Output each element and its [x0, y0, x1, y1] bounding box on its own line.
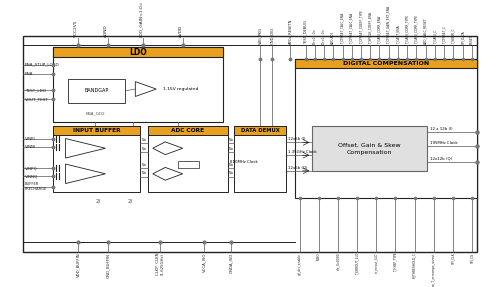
Bar	[53, 126, 141, 192]
Text: T_ERROUT_4LO: T_ERROUT_4LO	[355, 253, 359, 275]
Text: VBG_PKG: VBG_PKG	[258, 27, 262, 44]
Text: Dir<11:0>: Dir<11:0>	[322, 28, 326, 44]
Text: T_GAIN_C: T_GAIN_C	[433, 30, 437, 44]
Text: T_GAIN_CORR_TYPE: T_GAIN_CORR_TYPE	[405, 15, 409, 44]
Text: Offset, Gain & Skew
Compensation: Offset, Gain & Skew Compensation	[338, 143, 401, 155]
Text: INPUT BUFFER: INPUT BUFFER	[73, 128, 120, 133]
Text: VCC2V5: VCC2V5	[74, 20, 78, 38]
Text: 12x5b (Q): 12x5b (Q)	[288, 165, 308, 169]
Text: VINPI: VINPI	[24, 137, 36, 141]
Text: T_OFFSET_COEFF_TYPE: T_OFFSET_COEFF_TYPE	[359, 10, 363, 44]
Text: T_HYBP_TYPE: T_HYBP_TYPE	[394, 253, 398, 272]
Text: T_OFFSET_CALC_ENA: T_OFFSET_CALC_ENA	[350, 13, 354, 44]
Text: ADD_CALC_RESET: ADD_CALC_RESET	[424, 18, 428, 44]
Text: SPI_CS: SPI_CS	[470, 253, 474, 263]
Text: MISO: MISO	[317, 253, 321, 260]
Text: VDD_BUFFIN: VDD_BUFFIN	[76, 253, 80, 277]
Bar	[178, 161, 199, 168]
Bar	[53, 47, 222, 57]
Text: GND_BUFFIN: GND_BUFFIN	[106, 253, 110, 278]
Text: BUFFER
PRECHARGE: BUFFER PRECHARGE	[24, 182, 47, 191]
Text: VINNQ: VINNQ	[24, 174, 38, 178]
Text: 5b: 5b	[228, 171, 233, 175]
Text: N2: N2	[184, 161, 191, 166]
Text: ofs_0x0000: ofs_0x0000	[336, 253, 340, 270]
Text: T_SKEW_C: T_SKEW_C	[452, 28, 456, 44]
Text: ENA_STUP_LOAD: ENA_STUP_LOAD	[24, 63, 59, 67]
Text: 5b: 5b	[142, 147, 146, 151]
Text: SPI_CLK: SPI_CLK	[451, 253, 455, 264]
Text: TEST_LDO: TEST_LDO	[24, 88, 46, 92]
Bar	[148, 126, 228, 192]
Text: T_OFFSET_CALC_ENA: T_OFFSET_CALC_ENA	[340, 13, 344, 44]
Text: ENA_GD2: ENA_GD2	[86, 111, 105, 115]
Text: 810MHz Clock: 810MHz Clock	[230, 160, 258, 164]
Text: VCCA_ISO: VCCA_ISO	[202, 253, 206, 272]
Text: Dir<11:0>: Dir<11:0>	[313, 28, 317, 44]
Bar	[53, 47, 222, 122]
Text: GNDA_ISO: GNDA_ISO	[229, 253, 233, 273]
Text: APCx_RESETN: APCx_RESETN	[288, 18, 292, 44]
Text: VOUT_TEST: VOUT_TEST	[24, 98, 48, 102]
Text: ADD-A05: ADD-A05	[332, 30, 336, 44]
Text: RESET: RESET	[470, 34, 474, 44]
Bar	[68, 79, 126, 103]
Text: 195MHz Clock: 195MHz Clock	[430, 141, 457, 145]
Text: ADC CORE: ADC CORE	[171, 128, 204, 133]
Polygon shape	[153, 142, 182, 155]
Text: st_errout_4LO: st_errout_4LO	[374, 253, 378, 273]
Text: SPI_DATA: SPI_DATA	[460, 30, 464, 44]
Polygon shape	[136, 82, 156, 96]
Text: T_GAIN_CORR_TYPE: T_GAIN_CORR_TYPE	[414, 15, 418, 44]
Bar	[234, 126, 286, 192]
Text: T_OFFSET_GAIN_EXT_ENA: T_OFFSET_GAIN_EXT_ENA	[386, 6, 390, 44]
Text: 2/: 2/	[95, 198, 100, 203]
Text: T_CAST_ENA: T_CAST_ENA	[396, 25, 400, 44]
Text: ENA: ENA	[24, 72, 33, 76]
Text: 2/: 2/	[128, 198, 133, 203]
Text: LDO: LDO	[129, 48, 146, 57]
Text: DATA DEMUX: DATA DEMUX	[241, 128, 280, 133]
Text: LDO_GAIN<1:0>: LDO_GAIN<1:0>	[139, 1, 143, 38]
Text: VINNI: VINNI	[24, 145, 36, 149]
Text: 1.35GHz Clock: 1.35GHz Clock	[288, 150, 316, 154]
Text: VINPQ: VINPQ	[24, 166, 38, 170]
Text: BANDGAP: BANDGAP	[84, 88, 109, 93]
Bar	[53, 126, 141, 135]
Text: gil_dcc_enable: gil_dcc_enable	[298, 253, 302, 275]
Bar	[234, 126, 286, 135]
Text: 5b: 5b	[142, 171, 146, 175]
Polygon shape	[66, 139, 106, 158]
Bar	[148, 126, 228, 135]
Text: en_T_errcomps_aivout: en_T_errcomps_aivout	[432, 253, 436, 286]
Text: GND_DIG: GND_DIG	[270, 27, 274, 44]
Text: 1.15V regulated: 1.15V regulated	[162, 87, 198, 91]
Text: 12x5b (I): 12x5b (I)	[288, 137, 306, 141]
Bar	[295, 59, 477, 198]
Bar	[312, 126, 427, 172]
Text: AGND: AGND	[104, 25, 108, 38]
Text: M_THRESHOLD_C: M_THRESHOLD_C	[412, 253, 416, 278]
Text: 5b: 5b	[142, 163, 146, 167]
Text: TEST_DEBUG: TEST_DEBUG	[304, 20, 308, 44]
Text: DIGITAL COMPENSATION: DIGITAL COMPENSATION	[342, 61, 429, 66]
Polygon shape	[153, 167, 182, 180]
Text: AVDD: AVDD	[178, 25, 182, 38]
Text: T_GAIN_CORR_ENA: T_GAIN_CORR_ENA	[378, 16, 382, 44]
Text: CLKP  CLKN
(1.625GHz): CLKP CLKN (1.625GHz)	[156, 253, 164, 275]
Text: T_OFFSET_C: T_OFFSET_C	[442, 26, 446, 44]
Polygon shape	[66, 164, 106, 184]
Text: 5b: 5b	[228, 163, 233, 167]
Text: 12x12b (Q): 12x12b (Q)	[430, 157, 452, 161]
Bar	[295, 59, 477, 68]
Text: T_SPICLK_COEFF_ENA: T_SPICLK_COEFF_ENA	[368, 12, 372, 44]
Text: 5b: 5b	[142, 138, 146, 142]
Text: 12 x 12b (I): 12 x 12b (I)	[430, 127, 452, 131]
Text: 5b: 5b	[228, 147, 233, 151]
Text: 5b: 5b	[228, 138, 233, 142]
